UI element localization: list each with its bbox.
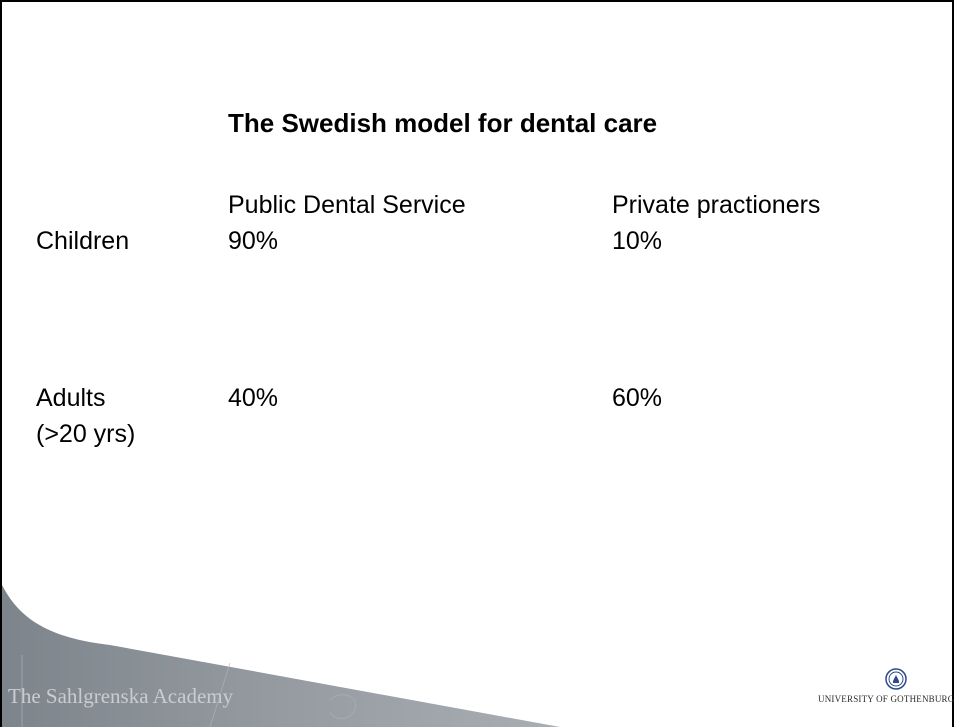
university-name: UNIVERSITY OF GOTHENBURG (818, 694, 954, 704)
row-label-adults-age: (>20 yrs) (36, 420, 136, 448)
row-label-adults: Adults (36, 384, 106, 412)
university-seal-icon (885, 668, 907, 690)
slide-frame-left (0, 0, 2, 727)
academy-name: The Sahlgrenska Academy (8, 684, 234, 708)
slide-frame-right (952, 0, 954, 727)
column-header-private: Private practioners (612, 191, 821, 219)
children-private-value: 10% (612, 227, 663, 255)
column-header-public: Public Dental Service (228, 191, 466, 219)
slide-frame-top (0, 0, 954, 2)
adults-private-value: 60% (612, 384, 663, 412)
slide-title: The Swedish model for dental care (228, 108, 658, 138)
children-public-value: 90% (228, 227, 279, 255)
row-label-children: Children (36, 227, 130, 255)
adults-public-value: 40% (228, 384, 279, 412)
